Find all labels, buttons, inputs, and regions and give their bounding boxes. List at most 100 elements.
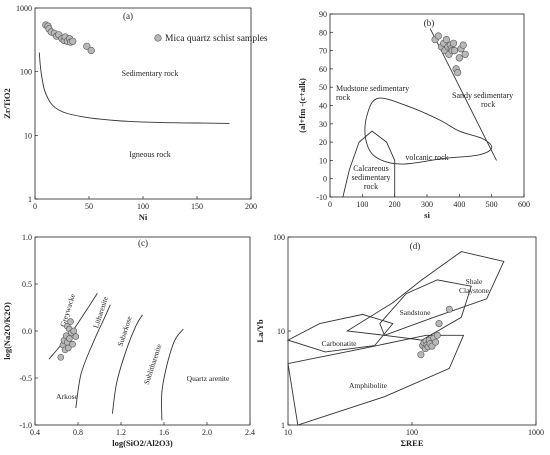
panel-c-ytick-label: -0.5 — [19, 374, 32, 383]
panel-a-ytick-label: 10 — [24, 131, 32, 140]
panel-d-region-sandstone: Sandstone — [400, 308, 432, 317]
panel-b-y-axis-title: (al+fm -(c+alk) — [297, 78, 307, 133]
panel-c-region-quartz-arenite: Quartz arenite — [187, 374, 230, 383]
panel-b-ytick-label: 20 — [319, 138, 327, 147]
panel-c-data-point — [70, 327, 77, 335]
panel-b-ytick-label: 40 — [319, 102, 327, 111]
panel-a-chart: 0 50 100 150 200 1 10 100 1000 Ni Zr/TiO2 (a) Sedime… — [2, 4, 268, 222]
panel-d-xtick-label: 1000 — [528, 428, 544, 437]
panel-b-region-mudstone-line2: rock — [336, 93, 350, 102]
panel-a-x-axis-title: Ni — [139, 212, 148, 222]
panel-b-ytick-label: 70 — [319, 47, 327, 56]
panel-d-y-axis-title: La/Yb — [255, 319, 265, 342]
panel-c-region-arkose: Arkose — [56, 392, 78, 401]
panel-c-boundary-subarkose-sublitharenite — [111, 314, 143, 414]
panel-b-data-point — [459, 41, 467, 49]
panel-a-xtick-label: 50 — [85, 202, 93, 211]
panel-c-chart: 0.4 0.8 1.2 1.6 2.0 2.4 -1.0 -0.5 0.0 0.5 1.0 log(S… — [2, 233, 255, 448]
panel-c-data-point — [57, 353, 65, 361]
panel-c-boundary-litharenite-subarkose — [75, 304, 111, 409]
panel-a-data-point — [83, 42, 91, 50]
panel-d-sandstone-field — [379, 279, 472, 341]
panel-d-data-point — [445, 305, 453, 313]
panel-d-data-point — [417, 351, 425, 359]
panel-a-ytick-label: 1 — [28, 195, 32, 204]
panel-b-ytick-label: -10 — [316, 193, 327, 202]
panel-a-data-point — [87, 46, 95, 55]
panel-d-carbonatite-field — [286, 313, 394, 353]
panel-a-boundary-line — [38, 52, 230, 124]
panel-c-data-point — [69, 340, 76, 348]
panel-b-data-point — [454, 68, 462, 77]
panel-d-frame — [287, 236, 537, 426]
panel-b-data-point — [461, 50, 469, 58]
panel-d-xtick-label: 100 — [406, 428, 418, 437]
panel-d-ytick-label: 1 — [281, 421, 285, 430]
panel-b-region-sandy-line1: Sandy sedimentary — [452, 91, 513, 100]
panel-b-ytick-label: 30 — [319, 120, 327, 129]
panel-b-xtick-label: 0 — [328, 200, 332, 209]
panel-a-label: (a) — [123, 11, 133, 21]
panel-d-region-shale: Shale — [466, 277, 483, 286]
panel-b-xtick-label: 600 — [518, 200, 530, 209]
panel-c-xtick-label: 1.6 — [159, 428, 169, 437]
panel-b-calcareous-field — [342, 130, 396, 198]
panel-b-region-calcareous-line2: sedimentary — [351, 173, 390, 182]
panel-a-region-igneous: Igneous rock — [129, 150, 171, 159]
panel-d-amphibolite-field — [287, 334, 465, 426]
panel-d-ytick-label: 100 — [273, 233, 285, 242]
panel-b-data-point — [450, 46, 459, 55]
panel-b-volcanic-field — [364, 97, 493, 165]
panel-d-chart: 10 100 1000110100ΣREELa/Yb(d)ShaleClayston… — [255, 233, 544, 448]
panel-c-data-point — [65, 344, 72, 352]
panel-d-data-point — [432, 338, 440, 346]
panel-b-xtick-label: 200 — [389, 200, 401, 209]
panel-c-xtick-label: 2.0 — [202, 428, 212, 437]
panel-c-xtick-label: 0.8 — [73, 428, 83, 437]
panel-c-ytick-label: 0.0 — [22, 327, 32, 336]
panel-b-ytick-label: 10 — [319, 156, 327, 165]
panel-b-data-point — [455, 54, 463, 62]
panel-d-x-axis-title: ΣREE — [400, 438, 423, 448]
panel-c-data-point — [67, 318, 74, 325]
panel-b-xtick-label: 400 — [453, 200, 465, 209]
panel-b-data-point — [434, 32, 442, 40]
panel-d-shale-field — [345, 251, 505, 336]
panel-a-xtick-label: 150 — [191, 202, 203, 211]
panel-b-data-point — [442, 35, 451, 44]
panel-a-region-sedimentary: Sedimentary rock — [122, 69, 179, 78]
panel-b-label: (b) — [424, 18, 435, 28]
panel-b-x-axis-title: si — [424, 210, 430, 220]
panel-d-region-carbonatite: Carbonatite — [322, 339, 358, 348]
panel-b-data-point — [449, 39, 458, 47]
panel-d-region-amphibolite: Amphibolite — [349, 381, 388, 390]
panel-b-ytick-label: 60 — [319, 65, 327, 74]
legend-label: Mica quartz schist samples — [165, 34, 268, 44]
panel-d-region-claystone: Claystone — [459, 286, 490, 295]
panel-a-ytick-label: 100 — [20, 68, 32, 77]
panel-c-region-subarkose: Subarkose — [116, 314, 134, 347]
panel-b-region-calcareous-line3: rock — [364, 182, 378, 191]
panel-b-xtick-label: 300 — [421, 200, 433, 209]
panel-c-ytick-label: -1.0 — [19, 421, 32, 430]
panel-b-chart: 0 100 200 300 400 500 600-10010203040506070809… — [297, 10, 530, 220]
panel-c-y-axis-title: log(Na2O/K2O) — [2, 302, 12, 360]
panel-d-ytick-label: 10 — [277, 327, 285, 336]
panel-b-ytick-label: 90 — [319, 10, 327, 19]
legend-marker — [154, 34, 162, 42]
panel-a-ytick-label: 1000 — [16, 4, 32, 13]
panel-c-ytick-label: 0.5 — [22, 280, 32, 289]
panel-b-region-calcareous-line1: Calcareous — [353, 164, 389, 173]
panel-c-xtick-label: 1.2 — [116, 428, 126, 437]
panel-c-data-point — [66, 335, 73, 342]
panel-b-region-mudstone-line1: Mudstone sedimentary — [336, 84, 409, 93]
panel-d-label: (d) — [410, 241, 421, 251]
panel-c-xtick-label: 0.4 — [30, 428, 40, 437]
panel-b-xtick-label: 500 — [486, 200, 498, 209]
panel-d-data-point — [435, 320, 443, 328]
panel-b-region-sandy-line2: rock — [481, 100, 495, 109]
panel-c-boundary-sublitharenite-quartzarenite — [161, 328, 184, 421]
panel-b-region-volcanic: volcanic rock — [405, 153, 448, 162]
panel-d-xtick-label: 10 — [284, 428, 292, 437]
